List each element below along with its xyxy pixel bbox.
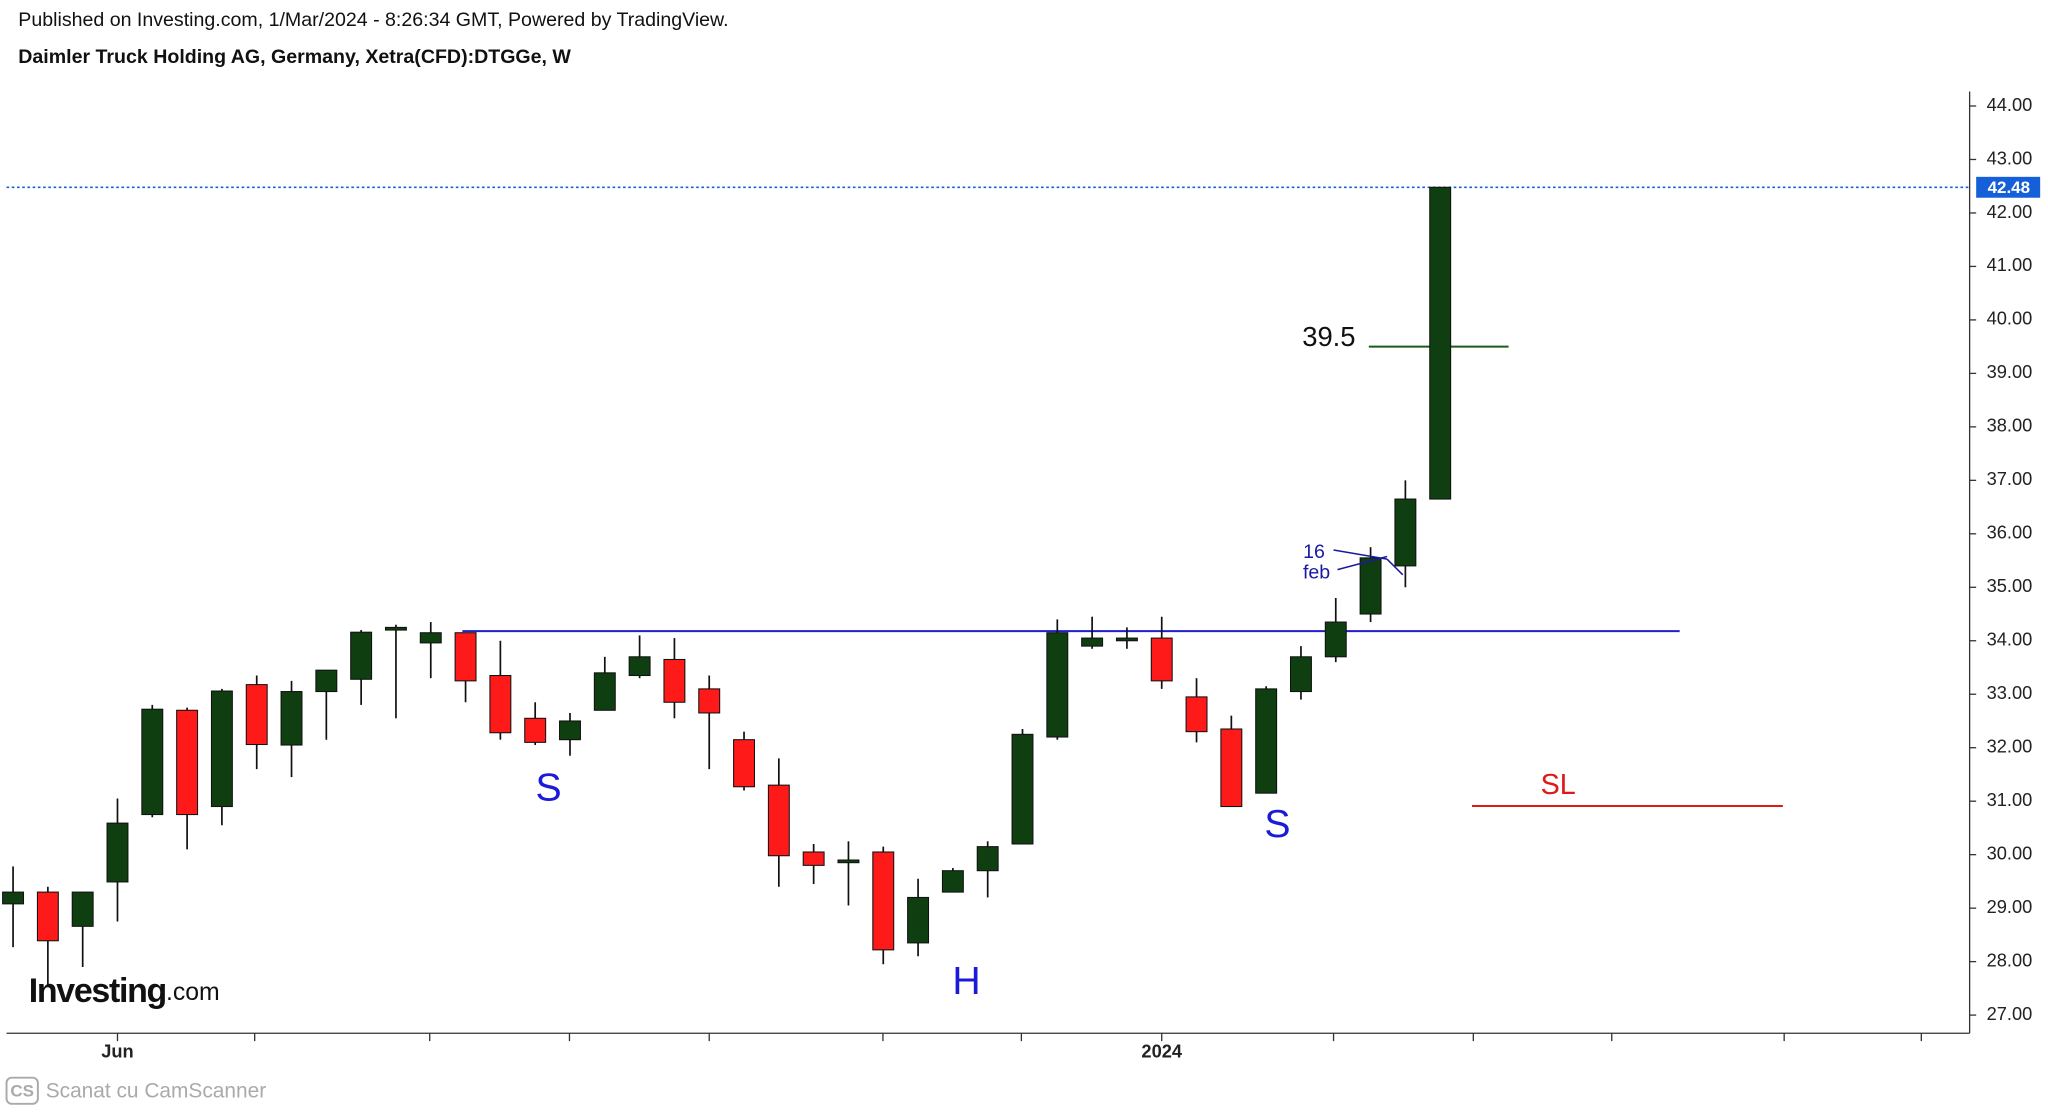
candle-body: [350, 631, 373, 680]
candle-body: [1394, 498, 1417, 567]
candle-body: [733, 739, 756, 788]
publisher-line: Published on Investing.com, 1/Mar/2024 -…: [18, 9, 728, 31]
candle-body: [2, 891, 25, 905]
y-tick-label: 43.00: [1987, 147, 2033, 168]
candle-body: [1185, 696, 1208, 733]
candle-body: [628, 656, 651, 677]
logo: Investing.com: [29, 972, 220, 1010]
candle-body: [141, 708, 164, 816]
candle-body: [524, 717, 547, 743]
y-tick-label: 31.00: [1987, 789, 2033, 810]
candle-body: [176, 709, 199, 816]
y-tick-label: 27.00: [1987, 1003, 2033, 1024]
candle-body: [872, 851, 895, 951]
last-price-badge: [1976, 176, 2041, 198]
candle-body: [1150, 637, 1173, 682]
candle-body: [1011, 733, 1034, 845]
logo-suffix: .com: [166, 978, 220, 1005]
annotation-pointer: [1337, 555, 1388, 571]
candle-body: [698, 688, 721, 714]
annotation: SL: [1541, 769, 1576, 801]
candle-body: [36, 891, 59, 942]
candle-body: [1359, 557, 1382, 615]
candle-body: [976, 846, 999, 872]
candle-body: [106, 822, 129, 883]
annotation: 16: [1303, 541, 1325, 563]
y-tick-label: 35.00: [1987, 575, 2033, 596]
candle-body: [907, 896, 930, 944]
y-tick-label: 42.00: [1987, 201, 2033, 222]
candle-body: [1324, 621, 1347, 658]
annotation: feb: [1303, 562, 1330, 584]
y-tick-label: 33.00: [1987, 682, 2033, 703]
y-tick-label: 28.00: [1987, 949, 2033, 970]
y-tick-label: 30.00: [1987, 842, 2033, 863]
candle-body: [419, 632, 442, 644]
candle-body: [767, 784, 790, 857]
y-tick-label: 38.00: [1987, 415, 2033, 436]
candle-body: [1220, 728, 1243, 808]
candle-body: [593, 672, 616, 711]
candle-body: [1255, 688, 1278, 794]
annotation: H: [952, 960, 980, 1003]
candle-body: [1115, 637, 1138, 642]
y-tick-label: 34.00: [1987, 629, 2033, 650]
candle-body: [315, 669, 338, 693]
y-tick-label: 41.00: [1987, 254, 2033, 275]
candle-body: [941, 870, 964, 893]
y-tick-label: 36.00: [1987, 522, 2033, 543]
candle-body: [1046, 632, 1069, 738]
candle-body: [663, 658, 686, 703]
candle-body: [1429, 186, 1452, 500]
x-tick-label: Jun: [101, 1041, 133, 1062]
candle-body: [837, 859, 860, 864]
candle-body: [802, 851, 825, 866]
annotation-pointer: [1386, 558, 1404, 576]
y-tick-label: 29.00: [1987, 896, 2033, 917]
candle-body: [1289, 656, 1312, 693]
y-tick-label: 39.00: [1987, 361, 2033, 382]
level-label: 39.5: [1302, 321, 1355, 352]
y-tick-label: 44.00: [1987, 94, 2033, 115]
annotation: S: [536, 767, 562, 810]
candle-body: [1081, 637, 1104, 647]
candle-body: [559, 720, 581, 741]
chart-title: Daimler Truck Holding AG, Germany, Xetra…: [18, 46, 571, 68]
y-tick-label: 37.00: [1987, 468, 2033, 489]
candle-body: [245, 684, 268, 746]
candle-body: [280, 691, 303, 746]
scanner-badge: CS: [10, 1082, 34, 1101]
x-tick-label: 2024: [1141, 1041, 1182, 1062]
y-tick-label: 40.00: [1987, 308, 2033, 329]
candle-body: [71, 891, 94, 927]
logo-text: Investing: [29, 972, 166, 1010]
candle-body: [489, 674, 512, 734]
candle-body: [210, 690, 233, 808]
last-price-label: 42.48: [1988, 178, 2030, 197]
scanner-text: Scanat cu CamScanner: [46, 1080, 267, 1103]
candle-body: [454, 632, 477, 682]
scanner-badge-box: [5, 1076, 39, 1105]
annotation: S: [1264, 803, 1290, 846]
annotation-pointer: [1333, 549, 1388, 560]
candle-body: [384, 626, 407, 631]
y-tick-label: 32.00: [1987, 736, 2033, 757]
